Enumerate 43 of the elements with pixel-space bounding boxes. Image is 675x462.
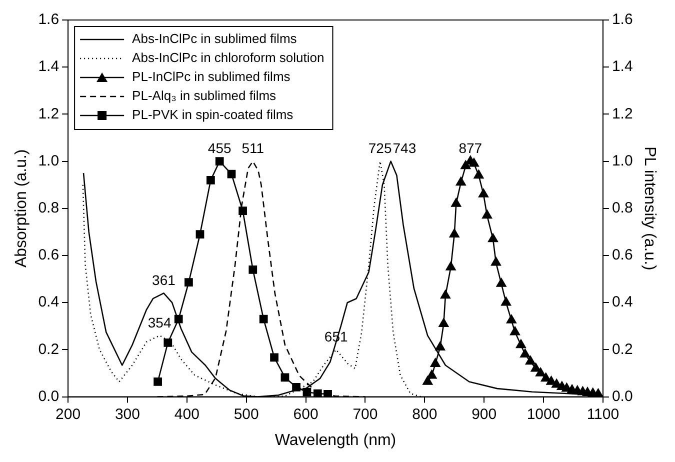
y2-tick-label: 1.4 — [612, 58, 633, 76]
x-tick-label: 900 — [472, 406, 497, 423]
x-tick-label: 700 — [352, 406, 378, 423]
x-tick-label: 600 — [293, 406, 318, 423]
y2-tick-label: 1.6 — [612, 11, 633, 28]
annotation: 877 — [458, 140, 482, 156]
legend-label: PL-Alq₃ in sublimed films — [132, 88, 277, 104]
x-tick-label: 200 — [56, 406, 81, 423]
x-tick-label: 300 — [114, 406, 140, 423]
x-tick-label: 500 — [234, 406, 259, 423]
y2-tick-label: 1.2 — [612, 105, 633, 122]
legend-label: PL-InClPc in sublimed films — [132, 69, 291, 84]
annotation: 361 — [152, 272, 176, 288]
y-tick-label: 1.2 — [38, 105, 60, 122]
annotation: 354 — [148, 314, 172, 330]
y2-tick-label: 0.4 — [612, 294, 633, 311]
x-tick-label: 1000 — [526, 406, 560, 423]
y-tick-label: 1.4 — [38, 58, 60, 76]
annotation: 511 — [242, 140, 264, 156]
y2-tick-label: 0.6 — [612, 246, 633, 264]
y-tick-label: 1.0 — [38, 152, 60, 170]
y2-tick-label: 0.0 — [612, 388, 633, 405]
y-tick-label: 0.2 — [38, 340, 60, 358]
y-tick-label: 0.4 — [38, 294, 60, 311]
legend-label: Abs-InClPc in chloroform solution — [132, 50, 324, 66]
x-tick-label: 800 — [412, 406, 438, 423]
annotation: 455 — [208, 140, 232, 156]
x-tick-label: 400 — [174, 406, 200, 423]
x-tick-label: 1100 — [586, 406, 620, 423]
y2-tick-label: 1.0 — [612, 152, 633, 170]
annotation: 743 — [392, 140, 416, 156]
y2-tick-label: 0.8 — [612, 200, 633, 217]
legend-label: Abs-InClPc in sublimed films — [132, 31, 298, 46]
y-tick-label: 0.8 — [38, 200, 60, 217]
annotation: 725 — [368, 140, 392, 156]
x-axis-title: Wavelength (nm) — [274, 432, 396, 449]
y-axis-title: Absorption (a.u.) — [13, 149, 30, 268]
y-tick-label: 0.0 — [38, 388, 60, 405]
legend-label: PL-PVK in spin-coated films — [132, 107, 294, 122]
y2-tick-label: 0.2 — [612, 340, 633, 358]
y-tick-label: 1.6 — [38, 11, 60, 28]
y-tick-label: 0.6 — [38, 246, 60, 264]
y2-axis-title: PL intensity (a.u.) — [640, 146, 658, 270]
